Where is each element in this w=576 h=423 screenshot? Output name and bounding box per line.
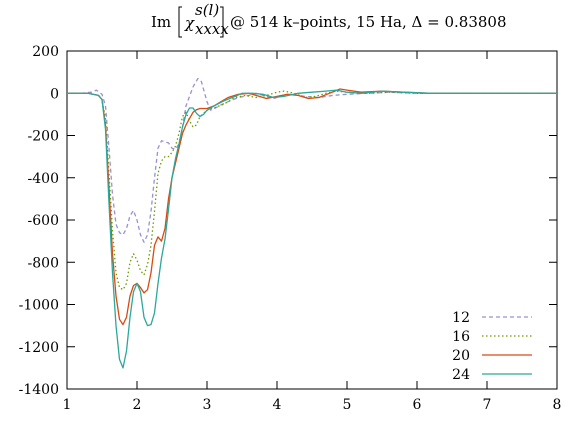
title-prefix: Im — [151, 13, 171, 31]
x-tick-label: 3 — [203, 397, 212, 413]
series-line-24 — [67, 89, 557, 369]
y-tick-label: -600 — [28, 213, 59, 229]
title-subscript: xxxx — [195, 20, 229, 38]
title-bracket-left-icon — [178, 6, 182, 38]
x-tick-label: 1 — [63, 397, 72, 413]
title-bracket-right-icon — [220, 6, 224, 38]
plot-area — [67, 77, 557, 369]
title-superscript: s(l) — [195, 1, 219, 19]
y-tick-label: -1000 — [19, 298, 59, 314]
x-tick-label: 8 — [553, 397, 562, 413]
legend-label-12: 12 — [452, 310, 470, 326]
y-tick-label: 0 — [50, 86, 59, 102]
chart-title: Im χ s(l) xxxx @ 514 k–points, 15 Ha, Δ … — [151, 1, 507, 38]
legend-label-20: 20 — [452, 348, 470, 364]
y-tick-label: -200 — [28, 129, 59, 145]
plot-frame — [66, 50, 558, 390]
series-line-20 — [67, 88, 557, 326]
series-line-12 — [67, 77, 557, 243]
x-tick-label: 2 — [133, 397, 142, 413]
x-tick-label: 7 — [483, 397, 492, 413]
y-tick-label: 200 — [32, 44, 59, 60]
x-tick-label: 6 — [413, 397, 422, 413]
x-tick-label: 4 — [273, 397, 282, 413]
legend-label-16: 16 — [452, 329, 470, 345]
y-tick-label: -1200 — [19, 340, 59, 356]
y-tick-label: -800 — [28, 255, 59, 271]
legend-label-24: 24 — [452, 367, 470, 383]
y-axis: 200 0 -200 -400 -600 -800 -1000 -1200 -1400 — [19, 44, 557, 398]
y-tick-label: -1400 — [19, 382, 59, 398]
x-tick-label: 5 — [343, 397, 352, 413]
legend: 12 16 20 24 — [452, 310, 532, 383]
title-suffix: @ 514 k–points, 15 Ha, Δ = 0.83808 — [230, 13, 507, 31]
series-line-16 — [67, 90, 557, 291]
title-chi: χ — [184, 14, 195, 32]
y-tick-label: -400 — [28, 171, 59, 187]
